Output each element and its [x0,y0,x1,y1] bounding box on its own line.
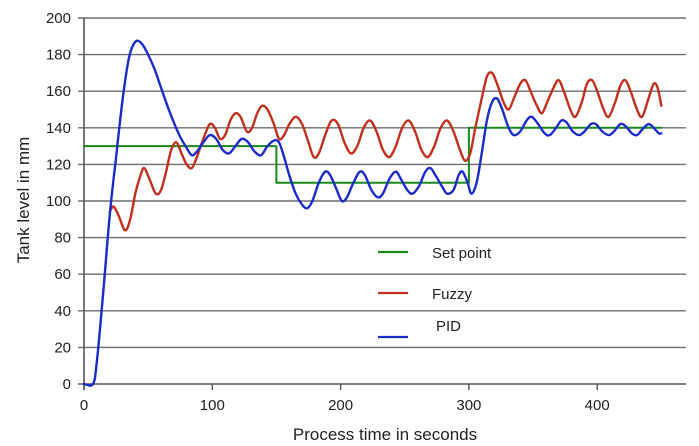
x-tick-label: 0 [80,397,88,414]
x-axis-ticks: 0 100 200 300 400 [80,384,610,414]
x-tick-label: 200 [328,397,353,414]
y-tick-label: 160 [46,83,71,100]
horizontal-gridlines [78,17,686,349]
series-set-point-line [83,126,663,184]
y-tick-label: 20 [54,339,71,356]
y-tick-label: 180 [46,47,71,64]
y-axis-title: Tank level in mm [14,137,33,264]
series-lines [82,39,663,387]
series-pid-line [82,39,663,387]
legend-label: PID [436,318,461,335]
legend-label: Set point [432,245,492,262]
y-tick-label: 140 [46,120,71,137]
x-tick-label: 400 [585,397,610,414]
series-fuzzy-line [108,71,663,232]
y-axis-ticks: 0 20 40 60 80 100 120 140 160 180 200 [46,10,71,393]
y-tick-label: 60 [54,266,71,283]
y-tick-label: 100 [46,193,71,210]
y-tick-label: 40 [54,303,71,320]
y-tick-label: 80 [54,230,71,247]
y-tick-label: 120 [46,156,71,173]
x-tick-label: 300 [456,397,481,414]
x-tick-label: 100 [200,397,225,414]
legend: Set point Fuzzy PID [360,231,520,339]
y-tick-label: 200 [46,10,71,27]
x-axis-title: Process time in seconds [293,425,477,444]
legend-label: Fuzzy [432,286,473,303]
y-tick-label: 0 [63,376,71,393]
